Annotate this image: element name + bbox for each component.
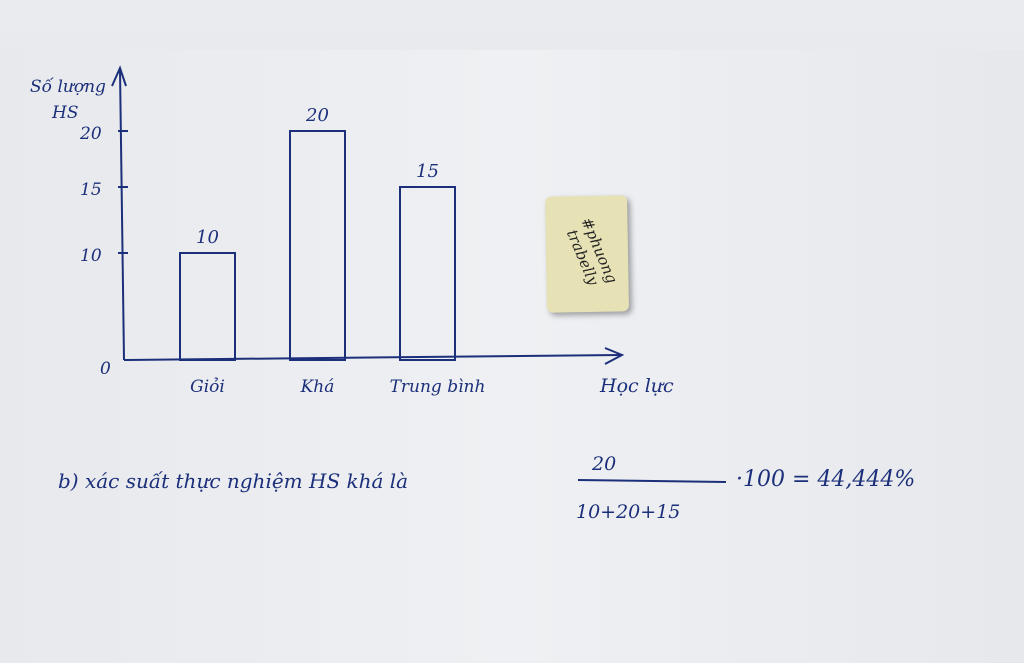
bar-1 bbox=[289, 130, 346, 361]
data-label: 15 bbox=[416, 161, 439, 182]
y-axis bbox=[119, 69, 125, 361]
formula-denominator: 10+20+15 bbox=[576, 501, 680, 523]
x-tick-label: Giỏi bbox=[190, 377, 225, 397]
bar-2 bbox=[399, 186, 456, 361]
sticker: #phuong trabelly bbox=[544, 195, 630, 313]
y-axis-label-2: HS bbox=[51, 103, 78, 123]
x-tick-label: Trung bình bbox=[390, 377, 486, 397]
sticker-text: #phuong trabelly bbox=[562, 214, 622, 288]
x-tick-label: Khá bbox=[300, 377, 335, 397]
y-tick-label: 20 bbox=[79, 124, 102, 144]
y-axis-arrow bbox=[111, 65, 127, 87]
formula-numerator: 20 bbox=[591, 453, 616, 475]
y-tick-label: 0 bbox=[100, 359, 111, 379]
data-label: 10 bbox=[196, 227, 219, 248]
x-axis-label: Học lực bbox=[599, 375, 674, 397]
formula-prefix: b) xác suất thực nghiệm HS khá là bbox=[58, 469, 408, 493]
fraction-bar bbox=[577, 479, 727, 483]
formula-suffix: ·100 = 44,444% bbox=[736, 467, 915, 492]
y-axis-label-1: Số lượng bbox=[30, 77, 106, 97]
y-tick-label: 15 bbox=[80, 180, 102, 200]
x-axis-arrow bbox=[604, 347, 625, 365]
y-tick-label: 10 bbox=[80, 246, 102, 266]
bar-0 bbox=[179, 252, 236, 361]
data-label: 20 bbox=[305, 105, 329, 126]
